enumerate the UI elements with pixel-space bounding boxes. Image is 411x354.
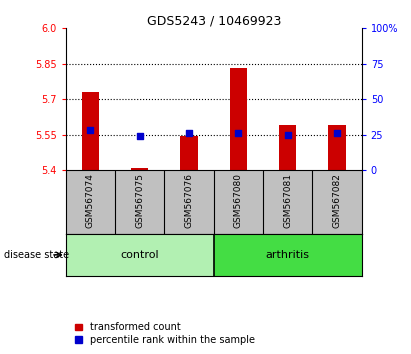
Bar xyxy=(82,92,99,170)
Text: GSM567076: GSM567076 xyxy=(185,173,194,228)
Point xyxy=(334,130,340,136)
Title: GDS5243 / 10469923: GDS5243 / 10469923 xyxy=(147,14,281,27)
Text: control: control xyxy=(120,250,159,260)
Bar xyxy=(180,136,198,170)
Bar xyxy=(279,125,296,170)
Text: GSM567075: GSM567075 xyxy=(135,173,144,228)
Point xyxy=(136,133,143,139)
FancyBboxPatch shape xyxy=(66,234,214,276)
Legend: transformed count, percentile rank within the sample: transformed count, percentile rank withi… xyxy=(71,319,259,349)
Point xyxy=(284,132,291,137)
Text: GSM567082: GSM567082 xyxy=(332,173,342,228)
Bar xyxy=(131,167,148,170)
FancyBboxPatch shape xyxy=(214,234,362,276)
Text: GSM567081: GSM567081 xyxy=(283,173,292,228)
Point xyxy=(87,127,94,133)
Bar xyxy=(328,125,346,170)
Text: GSM567074: GSM567074 xyxy=(86,173,95,228)
Point xyxy=(186,130,192,136)
Bar xyxy=(230,68,247,170)
Text: arthritis: arthritis xyxy=(266,250,310,260)
Point xyxy=(235,130,242,136)
Text: GSM567080: GSM567080 xyxy=(234,173,243,228)
Text: disease state: disease state xyxy=(4,250,69,260)
